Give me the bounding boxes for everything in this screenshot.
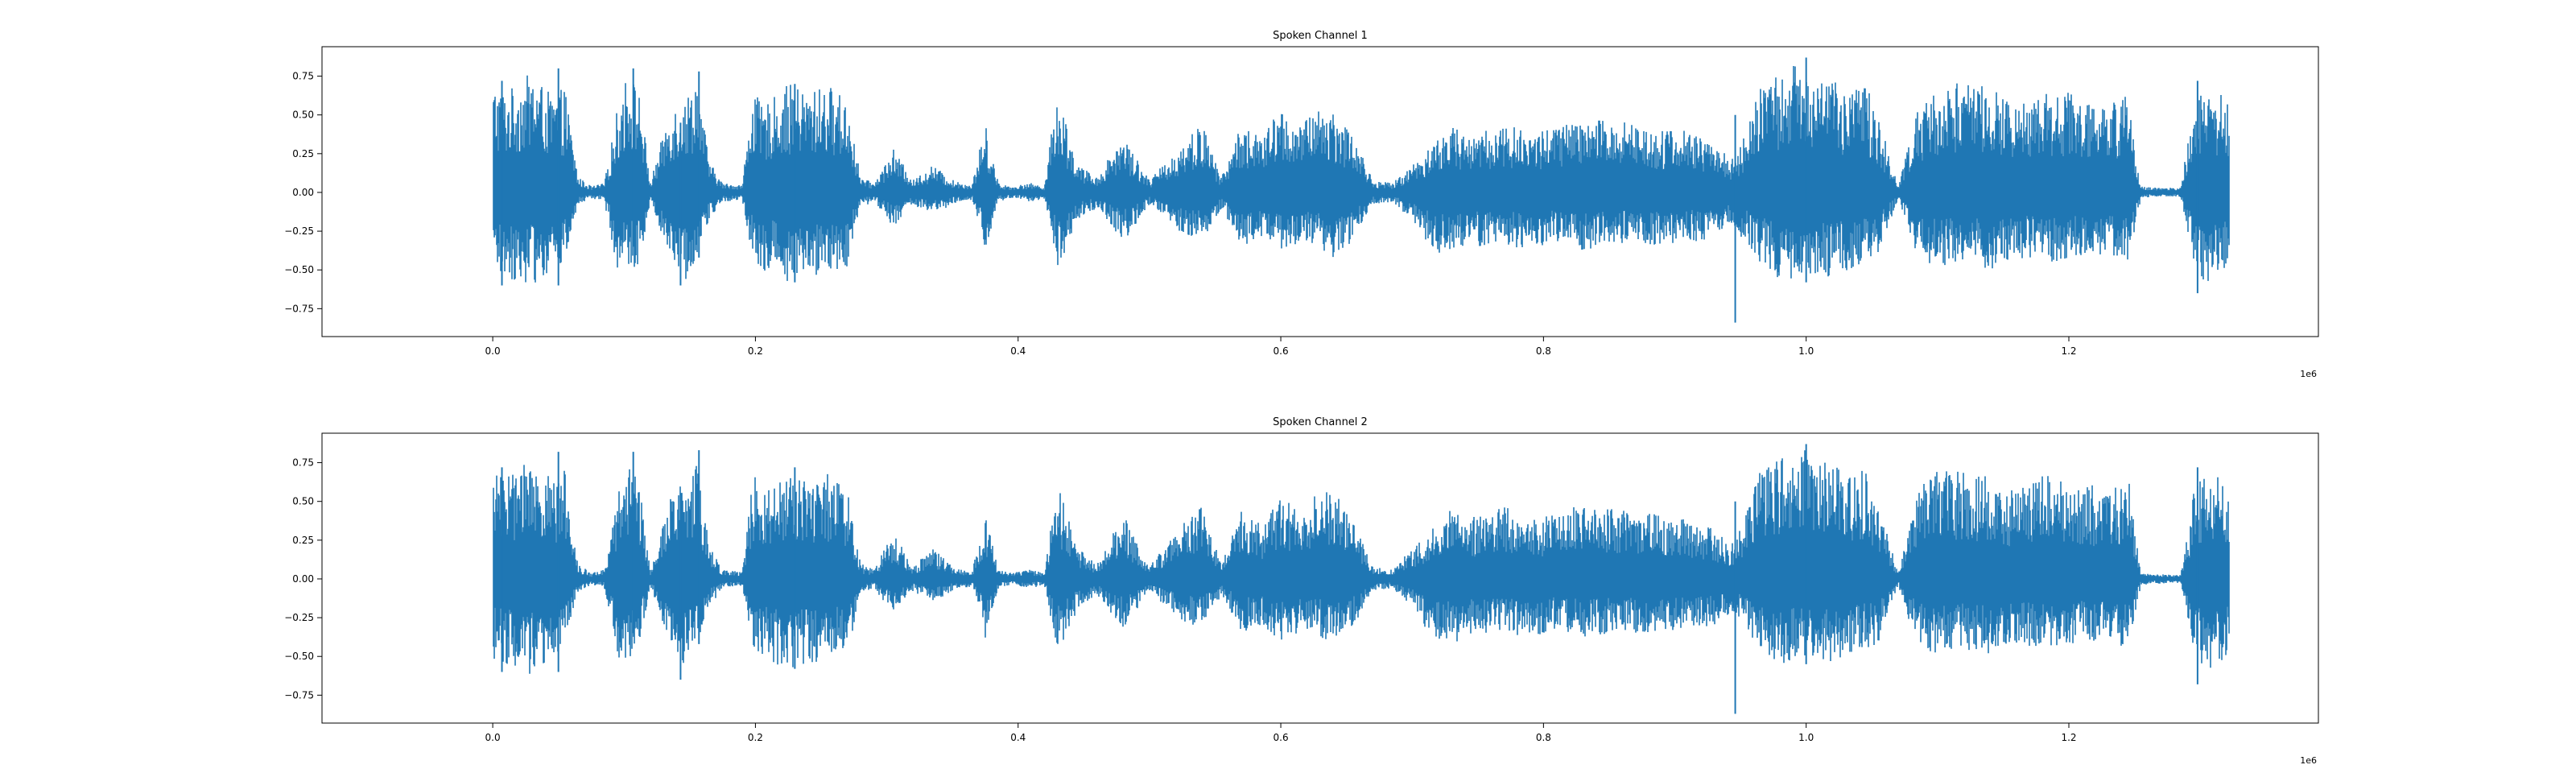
- y-tick-label: 0.25: [292, 148, 314, 159]
- x-tick-label: 0.2: [748, 732, 763, 743]
- x-tick-label: 0.8: [1536, 345, 1551, 357]
- x-axis: 0.0 0.2 0.4 0.6 0.8 1.0 1.2: [485, 723, 2077, 743]
- y-tick-label: −0.50: [284, 651, 314, 662]
- x-tick-label: 0.2: [748, 345, 763, 357]
- waveform-line: [493, 66, 2230, 283]
- y-tick-label: 0.50: [292, 496, 314, 507]
- waveform-series: [493, 444, 2230, 714]
- x-axis-offset-text: 1e6: [2300, 369, 2317, 379]
- x-tick-label: 0.4: [1010, 345, 1026, 357]
- axes-frame: [321, 432, 2319, 724]
- y-tick-label: −0.75: [284, 689, 314, 701]
- y-tick-label: 0.00: [292, 187, 314, 198]
- x-tick-label: 1.0: [1798, 345, 1814, 357]
- y-tick-label: −0.75: [284, 303, 314, 314]
- x-tick-label: 1.2: [2061, 732, 2076, 743]
- y-axis: 0.75 0.50 0.25 0.00 −0.25 −0.50 −0.75: [284, 457, 322, 701]
- y-tick-label: 0.50: [292, 110, 314, 121]
- x-tick-label: 1.0: [1798, 732, 1814, 743]
- y-tick-label: −0.25: [284, 225, 314, 237]
- y-tick-label: 0.25: [292, 535, 314, 546]
- y-axis: 0.75 0.50 0.25 0.00 −0.25 −0.50 −0.75: [284, 71, 322, 314]
- y-tick-label: 0.00: [292, 573, 314, 585]
- x-tick-label: 0.0: [485, 345, 501, 357]
- waveform-plot-channel-1: Spoken Channel 1 0.0 0.2 0.4 0.6 0.8 1.0 1.2 0…: [284, 30, 2319, 379]
- plot-title: Spoken Channel 1: [1273, 30, 1368, 42]
- x-tick-label: 0.8: [1536, 732, 1551, 743]
- x-tick-label: 0.4: [1010, 732, 1026, 743]
- waveform-plot-channel-2: Spoken Channel 2 0.0 0.2 0.4 0.6 0.8 1.0 1.2 0…: [284, 416, 2319, 766]
- axes-frame: [321, 46, 2319, 337]
- y-tick-label: 0.75: [292, 71, 314, 82]
- waveform-series: [493, 57, 2230, 323]
- x-tick-label: 1.2: [2061, 345, 2076, 357]
- x-tick-label: 0.0: [485, 732, 501, 743]
- y-tick-label: 0.75: [292, 457, 314, 469]
- x-axis-offset-text: 1e6: [2300, 755, 2317, 766]
- y-tick-label: −0.25: [284, 612, 314, 623]
- x-axis: 0.0 0.2 0.4 0.6 0.8 1.0 1.2: [485, 337, 2077, 357]
- y-tick-label: −0.50: [284, 264, 314, 275]
- plot-title: Spoken Channel 2: [1273, 416, 1368, 428]
- x-tick-label: 0.6: [1274, 345, 1289, 357]
- x-tick-label: 0.6: [1274, 732, 1289, 743]
- waveform-line: [493, 450, 2230, 674]
